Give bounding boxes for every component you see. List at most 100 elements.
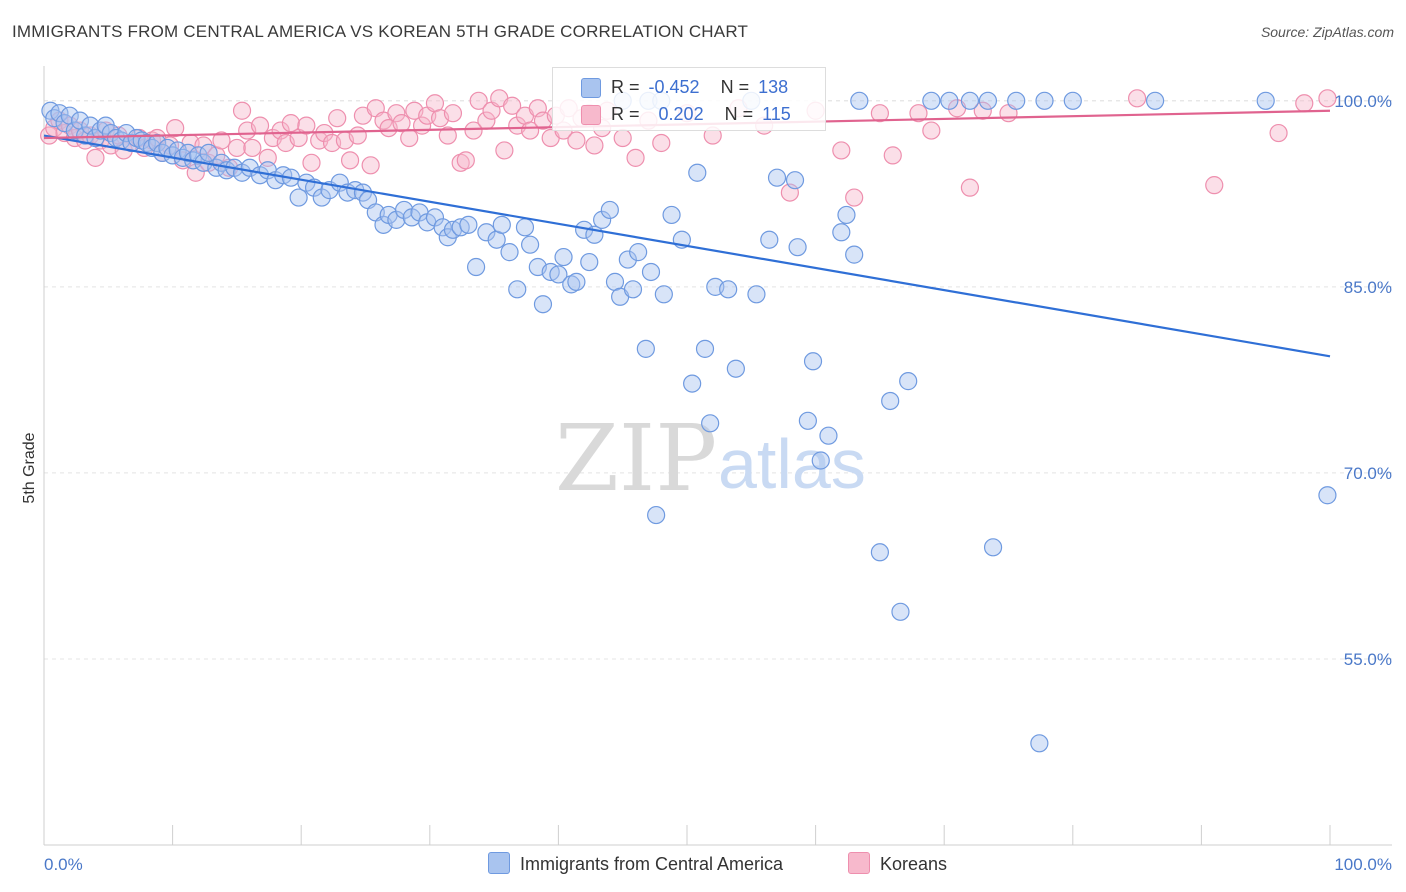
point-central-america [1318, 486, 1337, 505]
point-koreans [212, 131, 231, 150]
point-koreans [909, 104, 928, 123]
point-central-america [960, 91, 980, 110]
watermark-atlas: atlas [718, 425, 866, 503]
point-central-america [466, 257, 486, 277]
legend-n-label: N = [720, 77, 750, 97]
point-central-america [148, 133, 167, 153]
point-koreans [297, 116, 316, 135]
point-koreans [585, 136, 604, 155]
point-central-america [580, 252, 599, 272]
point-central-america [477, 223, 496, 242]
point-central-america [459, 215, 478, 234]
point-central-america [199, 143, 218, 162]
point-central-america [1035, 91, 1054, 110]
point-central-america [870, 543, 890, 562]
point-koreans [870, 104, 890, 123]
point-central-america [803, 352, 823, 371]
point-central-america [940, 91, 959, 110]
point-central-america [819, 426, 838, 445]
point-koreans [469, 91, 488, 110]
point-central-america [891, 602, 910, 621]
legend-n-value: 115 [762, 104, 791, 124]
point-central-america [492, 215, 511, 234]
point-koreans [232, 101, 252, 120]
point-koreans [1127, 89, 1147, 108]
point-koreans [281, 114, 301, 133]
legend-r-value: 0.202 [658, 104, 704, 124]
point-koreans [567, 131, 586, 150]
point-central-america [142, 138, 162, 158]
point-central-america [845, 245, 864, 264]
point-central-america [767, 168, 787, 187]
point-koreans [464, 121, 483, 140]
point-central-america [137, 133, 156, 153]
point-koreans [922, 121, 941, 140]
point-koreans [438, 126, 457, 145]
point-central-america [688, 163, 707, 182]
point-koreans [387, 104, 406, 123]
point-central-america [567, 272, 586, 291]
point-koreans [443, 104, 463, 123]
y-tick-label: 100.0% [1334, 92, 1392, 111]
point-central-america [654, 285, 673, 304]
legend-n-value: 138 [758, 77, 789, 97]
point-koreans [503, 96, 522, 115]
point-central-america [726, 359, 745, 378]
point-central-america [600, 200, 619, 220]
point-central-america [515, 218, 535, 237]
bottom-legend-label-central-america: Immigrants from Central America [520, 854, 784, 874]
point-central-america [695, 339, 715, 358]
watermark: ZIP atlas [555, 405, 866, 512]
trend-line-central-america [43, 134, 1331, 358]
point-central-america [719, 280, 738, 299]
point-koreans [883, 146, 902, 165]
y-tick-label: 85.0% [1344, 278, 1392, 297]
bottom-legend-central-america: Immigrants from Central America [488, 852, 783, 875]
point-central-america [554, 247, 573, 267]
x-tick-label: 100.0% [1334, 855, 1392, 874]
point-central-america [636, 339, 655, 358]
point-koreans [166, 118, 185, 138]
point-central-america [798, 411, 817, 430]
point-central-america [1256, 91, 1275, 110]
bottom-legend-label-koreans: Koreans [880, 854, 948, 874]
point-koreans [361, 156, 380, 175]
point-koreans [613, 128, 632, 148]
point-central-america [549, 265, 568, 284]
point-koreans [521, 121, 540, 140]
point-koreans [340, 151, 360, 170]
point-central-america [289, 188, 308, 207]
point-koreans [348, 126, 367, 145]
legend-swatch-koreans [581, 105, 601, 125]
point-koreans [302, 153, 321, 172]
point-central-america [785, 171, 805, 190]
point-koreans [1205, 176, 1224, 195]
point-central-america [899, 372, 918, 391]
point-central-america [1146, 91, 1165, 110]
source-label: Source: ZipAtlas.com [1260, 24, 1394, 40]
point-central-america [760, 230, 779, 249]
point-koreans [652, 133, 671, 153]
point-central-america [387, 210, 406, 229]
point-central-america [983, 538, 1003, 557]
point-koreans [1295, 94, 1314, 113]
point-koreans [250, 116, 270, 135]
point-central-america [1063, 91, 1082, 110]
point-koreans [456, 151, 475, 170]
watermark-zip: ZIP [555, 405, 717, 512]
point-central-america [647, 505, 666, 525]
point-central-america [837, 205, 856, 225]
point-central-america [701, 414, 720, 433]
point-central-america [1030, 734, 1049, 753]
y-axis-title: 5th Grade [21, 432, 38, 503]
y-tick-label: 55.0% [1344, 650, 1392, 669]
point-koreans [227, 138, 246, 158]
point-central-america [850, 91, 869, 110]
point-central-america [623, 280, 643, 299]
point-central-america [394, 200, 414, 220]
legend-n-label: N = [724, 104, 754, 124]
point-central-america [1007, 91, 1026, 110]
point-koreans [495, 141, 514, 160]
point-central-america [788, 238, 807, 257]
